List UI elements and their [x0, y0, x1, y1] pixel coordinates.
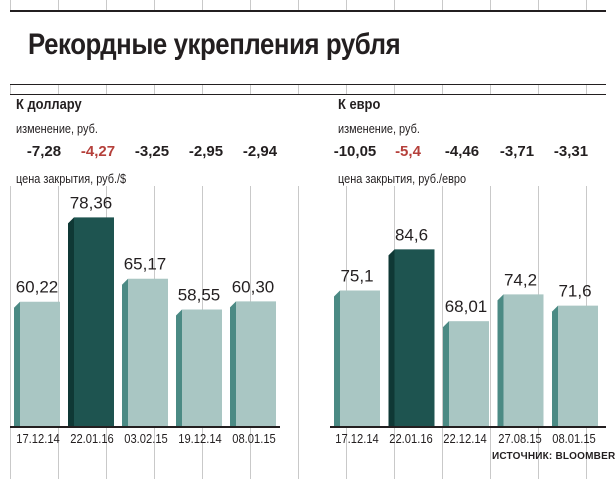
value-label-eur-3: 74,2: [504, 270, 537, 289]
bar-usd-0: [20, 301, 60, 426]
change-usd-1: -4,27: [80, 143, 116, 160]
change-usd-4: -2,94: [242, 143, 278, 160]
change-eur-3: -3,71: [499, 143, 535, 160]
bars-eur: 75,1 84,6 68,01 74,2 71,6: [334, 225, 598, 426]
date-usd-0: 17.12.14: [16, 431, 60, 446]
header-strip: [10, 94, 606, 117]
bar-usd-1: [74, 217, 114, 426]
title-box: Рекордные укрепления рубля: [10, 10, 606, 85]
bars-usd: 60,22 78,36 65,17 58,55 60,30: [14, 193, 276, 426]
change-label-usd: изменение, руб.: [16, 121, 98, 136]
change-usd-3: -2,95: [188, 143, 224, 160]
bar-eur-2: [449, 321, 489, 426]
baseline-eur: [330, 426, 606, 428]
date-usd-1: 22.01.16: [70, 431, 114, 446]
value-label-usd-0: 60,22: [16, 278, 59, 297]
bar-side-usd-0: [14, 301, 20, 426]
change-eur-1: -5,4: [395, 143, 421, 160]
price-label-strip: [10, 166, 606, 186]
value-label-usd-4: 60,30: [232, 277, 275, 296]
date-eur-0: 17.12.14: [335, 431, 379, 446]
price-label-usd: цена закрытия, руб./$: [16, 171, 127, 186]
change-usd-2: -3,25: [134, 143, 170, 160]
bar-eur-0: [340, 290, 380, 426]
panel-title-usd: К доллару: [16, 96, 82, 113]
bar-side-eur-0: [334, 290, 340, 426]
change-eur-4: -3,31: [553, 143, 589, 160]
baseline-usd: [10, 426, 280, 428]
bar-side-eur-1: [388, 249, 395, 426]
bar-eur-1: [394, 249, 435, 426]
bar-usd-4: [236, 301, 276, 426]
date-eur-4: 08.01.15: [552, 431, 596, 446]
bar-side-usd-1: [68, 217, 74, 426]
price-label-eur: цена закрытия, руб./евро: [338, 171, 467, 186]
value-label-usd-3: 58,55: [178, 286, 221, 305]
value-label-eur-1: 84,6: [395, 225, 428, 244]
change-usd-0: -7,28: [26, 143, 62, 160]
page-title: Рекордные укрепления рубля: [28, 28, 401, 61]
bar-usd-3: [182, 309, 222, 426]
value-label-eur-4: 71,6: [558, 282, 591, 301]
bar-usd-2: [128, 278, 168, 426]
bar-side-usd-3: [176, 309, 182, 426]
change-eur-2: -4,46: [444, 143, 480, 160]
change-eur-0: -10,05: [333, 143, 377, 160]
change-label-eur: изменение, руб.: [338, 121, 420, 136]
date-eur-2: 22.12.14: [443, 431, 487, 446]
change-label-strip: [10, 116, 606, 138]
value-label-usd-2: 65,17: [124, 255, 167, 274]
bar-side-eur-2: [443, 321, 449, 426]
date-eur-3: 27.08.15: [498, 431, 542, 446]
value-label-eur-2: 68,01: [445, 297, 488, 316]
bar-eur-3: [503, 294, 544, 426]
bar-side-usd-2: [122, 278, 128, 426]
date-eur-1: 22.01.16: [389, 431, 433, 446]
date-usd-2: 03.02.15: [124, 431, 168, 446]
source-note: ИСТОЧНИК: BLOOMBERG: [492, 451, 615, 462]
bar-side-eur-4: [552, 305, 558, 426]
date-usd-3: 19.12.14: [178, 431, 222, 446]
panel-title-eur: К евро: [338, 96, 381, 113]
value-label-eur-0: 75,1: [340, 266, 373, 285]
value-label-usd-1: 78,36: [70, 193, 113, 212]
bar-eur-4: [558, 305, 598, 426]
date-usd-4: 08.01.15: [232, 431, 276, 446]
bar-side-eur-3: [497, 294, 504, 426]
change-values-strip: [10, 138, 606, 166]
bar-side-usd-4: [230, 301, 236, 426]
